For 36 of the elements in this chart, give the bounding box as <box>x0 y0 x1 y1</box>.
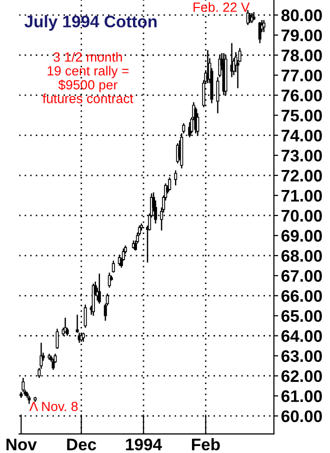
candlestick <box>174 170 178 186</box>
x-tick-label: Dec <box>67 438 96 450</box>
y-tick-label: 61.00 <box>281 390 322 402</box>
annotation: Λ Nov. 8 <box>29 402 78 412</box>
y-tick-label: 74.00 <box>282 130 322 142</box>
y-tick-label: 73.00 <box>282 150 322 162</box>
y-tick-label: 69.00 <box>281 230 322 242</box>
candlestick <box>182 122 186 134</box>
y-tick-label: 63.00 <box>281 350 322 362</box>
y-tick-label: 65.00 <box>281 310 322 322</box>
y-tick-label: 72.00 <box>282 170 322 182</box>
x-tick-label: 1994 <box>126 438 162 450</box>
y-tick-label: 66.00 <box>281 290 322 302</box>
y-tick-label: 60.00 <box>281 410 322 422</box>
y-tick-label: 78.00 <box>282 50 322 62</box>
x-tick-label: Nov <box>6 438 37 450</box>
y-tick-label: 62.00 <box>281 370 322 382</box>
y-tick-label: 80.00 <box>281 9 322 22</box>
y-tick-label: 68.00 <box>281 250 322 262</box>
candlestick <box>258 21 262 44</box>
candlestick <box>52 358 55 370</box>
x-tick-label: Feb <box>192 438 220 450</box>
y-tick-label: 77.00 <box>282 70 322 82</box>
y-tick-label: 70.00 <box>282 210 322 222</box>
candlestick <box>112 260 115 274</box>
y-tick-label: 75.00 <box>282 110 322 122</box>
y-tick-label: 79.00 <box>282 29 322 42</box>
text: July 1994 Cotton <box>24 15 157 31</box>
y-tick-label: 64.00 <box>281 330 322 342</box>
y-tick-label: 67.00 <box>281 270 322 282</box>
candlestick <box>84 304 87 328</box>
annotation: 3 1/2 month 19 cent rally = $9500 per futures contract <box>42 52 134 104</box>
y-tick-label: 76.00 <box>282 90 322 102</box>
y-tick-label: 71.00 <box>282 190 322 202</box>
candlestick <box>108 272 111 288</box>
annotation: Feb. 22 V <box>194 2 250 12</box>
